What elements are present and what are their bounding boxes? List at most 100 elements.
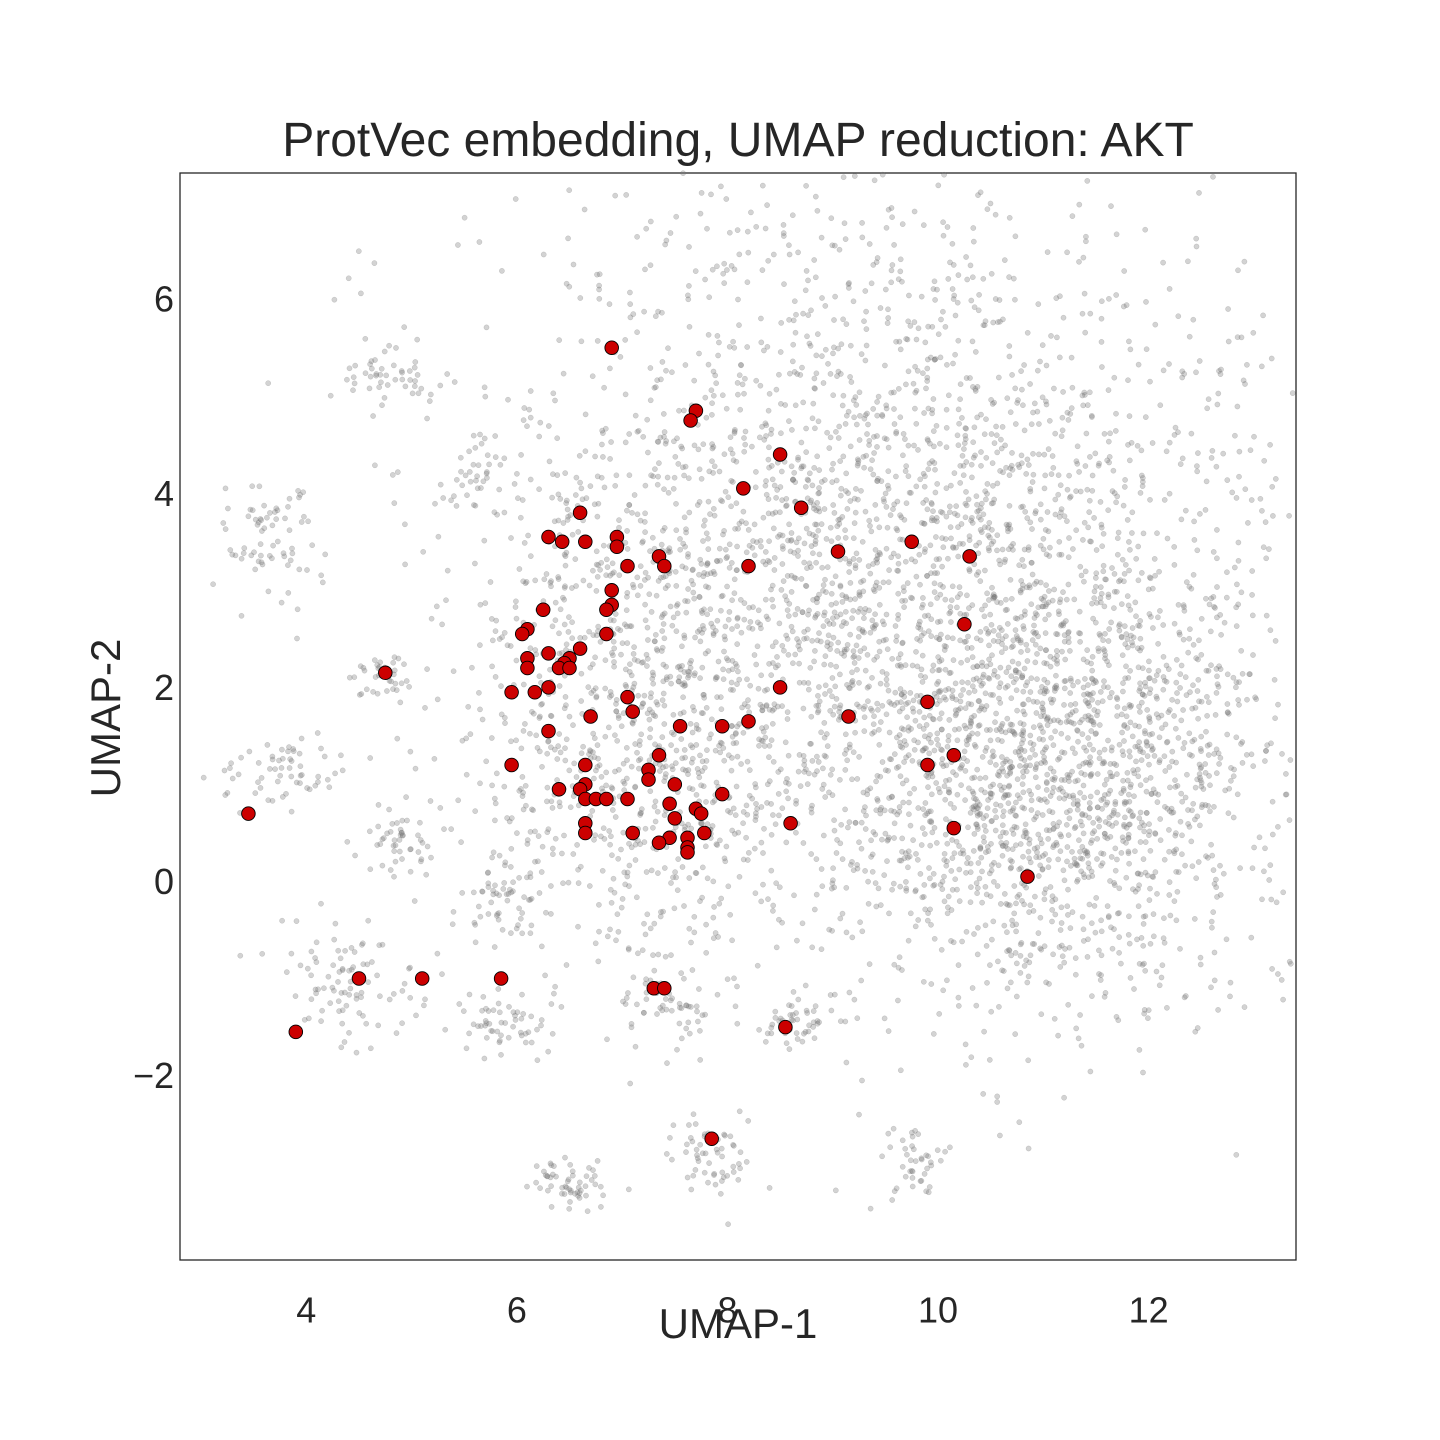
background-point	[1173, 868, 1180, 875]
background-point	[766, 742, 773, 749]
background-point	[657, 913, 664, 920]
background-point	[608, 439, 614, 445]
background-point	[1059, 414, 1066, 421]
background-point	[586, 883, 593, 889]
background-point	[729, 450, 736, 457]
background-point	[945, 737, 952, 744]
background-point	[1053, 631, 1059, 637]
background-point	[835, 639, 842, 646]
background-point	[604, 1036, 610, 1043]
background-point	[754, 962, 761, 969]
background-point	[646, 716, 653, 723]
background-point	[790, 660, 796, 667]
background-point	[1099, 364, 1105, 370]
background-point	[432, 500, 438, 507]
background-point	[1056, 795, 1063, 802]
background-point	[1042, 527, 1049, 533]
background-point	[794, 937, 800, 944]
background-point	[648, 472, 654, 479]
background-point	[758, 839, 765, 846]
background-point	[1237, 865, 1243, 871]
background-point	[1040, 729, 1046, 735]
background-point	[931, 747, 938, 754]
background-point	[676, 663, 683, 670]
background-point	[801, 540, 808, 547]
background-point	[1133, 758, 1139, 765]
background-point	[729, 937, 735, 944]
background-point	[1176, 631, 1183, 638]
background-point	[1121, 570, 1128, 577]
background-point	[1165, 666, 1172, 672]
background-point	[854, 456, 861, 463]
background-point	[562, 694, 569, 700]
background-point	[670, 485, 677, 492]
background-point	[658, 541, 665, 548]
background-point	[549, 623, 556, 630]
background-point	[811, 375, 818, 382]
background-point	[589, 808, 596, 814]
background-point	[853, 402, 860, 408]
background-point	[1070, 801, 1077, 807]
background-point	[982, 922, 989, 929]
background-point	[728, 560, 735, 566]
background-point	[799, 920, 806, 927]
background-point	[1010, 546, 1016, 553]
background-point	[1154, 530, 1160, 537]
background-point	[251, 549, 257, 556]
background-point	[764, 781, 771, 788]
background-point	[895, 590, 902, 597]
background-point	[562, 757, 569, 764]
background-point	[978, 411, 984, 418]
background-point	[1094, 600, 1100, 606]
background-point	[962, 1041, 969, 1048]
background-point	[1090, 615, 1096, 622]
background-point	[681, 407, 687, 414]
background-point	[615, 715, 622, 721]
background-point	[931, 443, 937, 450]
background-point	[873, 778, 879, 785]
background-point	[1204, 693, 1210, 700]
background-point	[940, 232, 947, 239]
background-point	[1021, 611, 1028, 618]
background-point	[776, 620, 783, 627]
background-point	[556, 337, 563, 343]
background-point	[560, 370, 567, 377]
background-point	[957, 396, 963, 403]
background-point	[1105, 684, 1111, 691]
background-point	[1257, 495, 1264, 502]
background-point	[1111, 374, 1118, 381]
background-point	[229, 551, 236, 558]
background-point	[719, 498, 726, 505]
background-point	[1089, 472, 1096, 479]
background-point	[1012, 749, 1019, 755]
background-point	[893, 473, 899, 480]
background-point	[936, 1011, 943, 1017]
background-point	[1004, 621, 1011, 627]
background-point	[689, 567, 696, 574]
background-point	[601, 836, 608, 842]
background-point	[516, 566, 523, 572]
background-point	[824, 564, 831, 570]
background-point	[741, 600, 748, 606]
background-point	[662, 774, 669, 781]
background-point	[1229, 489, 1236, 496]
background-point	[958, 692, 964, 699]
background-point	[698, 608, 705, 614]
background-point	[845, 824, 851, 831]
background-point	[963, 638, 969, 645]
background-point	[996, 557, 1003, 564]
background-point	[1248, 751, 1255, 758]
background-point	[741, 616, 748, 623]
background-point	[881, 807, 888, 814]
background-point	[801, 628, 808, 635]
background-point	[1139, 475, 1146, 481]
background-point	[265, 588, 272, 595]
background-point	[863, 308, 869, 315]
background-point	[992, 827, 999, 834]
background-point	[1049, 597, 1056, 604]
background-point	[865, 421, 871, 428]
background-point	[390, 362, 397, 369]
background-point	[1067, 690, 1074, 696]
background-point	[1210, 867, 1217, 873]
background-point	[1250, 329, 1257, 336]
